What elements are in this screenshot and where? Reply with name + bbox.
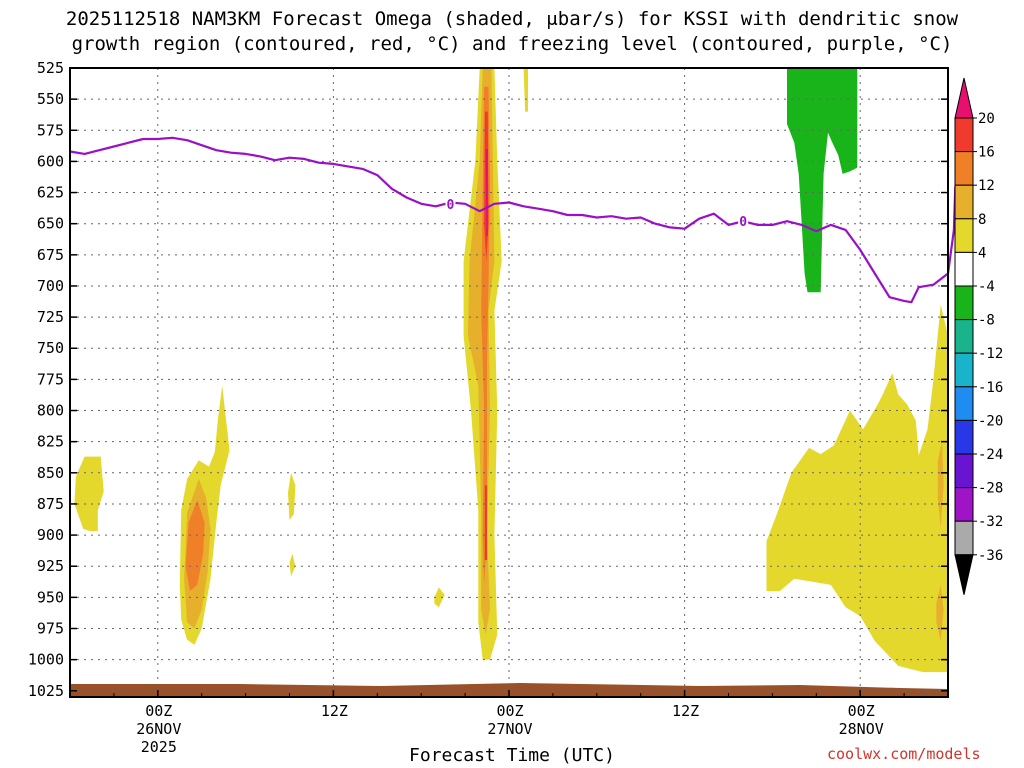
colorbar-label: -12 (978, 346, 1003, 362)
x-tick-date: 28NOV (839, 720, 884, 738)
colorbar-label: 16 (978, 145, 995, 161)
x-tick-label: 00Z (496, 702, 523, 720)
omega-region-16 (937, 441, 944, 529)
x-tick-label: 00Z (145, 702, 172, 720)
colorbar-label: 4 (978, 245, 986, 261)
colorbar-label: -32 (978, 514, 1003, 530)
y-tick-label: 925 (37, 557, 64, 575)
chart-title-line-2: growth region (contoured, red, °C) and f… (71, 33, 953, 55)
contour-label-bg (445, 195, 456, 210)
y-tick-label: 900 (37, 526, 64, 544)
y-tick-label: 600 (37, 152, 64, 170)
y-tick-label: 625 (37, 184, 64, 202)
x-tick-label: 12Z (321, 702, 348, 720)
y-tick-label: 650 (37, 215, 64, 233)
omega-region-11 (485, 149, 488, 237)
x-tick-label: 12Z (672, 702, 699, 720)
colorbar-segment (954, 319, 974, 354)
colorbar-bottom-arrow (954, 554, 974, 595)
x-tick-label: 00Z (848, 702, 875, 720)
y-tick-label: 1025 (28, 682, 64, 700)
omega-region-15 (766, 304, 948, 673)
colorbar-label: -36 (978, 548, 1003, 564)
y-tick-label: 725 (37, 308, 64, 326)
colorbar-label: 20 (978, 111, 995, 127)
y-tick-label: 575 (37, 121, 64, 139)
colorbar-label: 8 (978, 212, 986, 228)
colorbar-label: -8 (978, 313, 995, 329)
y-tick-label: 1000 (28, 651, 64, 669)
x-axis-label: Forecast Time (UTC) (409, 745, 615, 766)
y-tick-label: 550 (37, 90, 64, 108)
y-tick-label: 825 (37, 433, 64, 451)
colorbar-segment (954, 184, 974, 220)
y-tick-label: 950 (37, 588, 64, 606)
y-tick-label: 800 (37, 402, 64, 420)
x-tick-date: 26NOV (136, 720, 181, 738)
freezing-level-label: 0 (447, 198, 455, 213)
colorbar-label: -4 (978, 279, 995, 295)
y-tick-label: 975 (37, 619, 64, 637)
colorbar-segment (954, 285, 974, 321)
colorbar-segment (954, 487, 974, 522)
colorbar-label: -28 (978, 481, 1003, 497)
plot-frame (69, 67, 949, 698)
omega-region-4 (288, 472, 296, 521)
y-tick-label: 775 (37, 370, 64, 388)
colorbar-top-arrow (954, 77, 974, 119)
colorbar-segment (954, 151, 974, 186)
y-tick-label: 525 (37, 59, 64, 77)
colorbar-label: -16 (978, 380, 1003, 396)
omega-region-12 (484, 485, 487, 560)
contour-label-bg (738, 213, 749, 228)
colorbar-label: -24 (978, 447, 1003, 463)
colorbar-label: 12 (978, 178, 995, 194)
colorbar-segment (954, 117, 974, 153)
colorbar-segment (954, 419, 974, 455)
y-tick-label: 850 (37, 464, 64, 482)
omega-region-6 (434, 587, 445, 608)
chart-title-line-1: 2025112518 NAM3KM Forecast Omega (shaded… (65, 8, 959, 30)
omega-region-3 (185, 500, 205, 592)
freezing-level-label: 0 (739, 215, 747, 230)
x-tick-year: 2025 (141, 738, 177, 756)
colorbar-segment (954, 453, 974, 489)
y-tick-label: 750 (37, 339, 64, 357)
omega-region-5 (289, 553, 296, 577)
y-tick-label: 675 (37, 246, 64, 264)
colorbar-segment (954, 218, 974, 253)
y-tick-label: 700 (37, 277, 64, 295)
credit-text[interactable]: coolwx.com/models (827, 745, 981, 763)
colorbar-segment (954, 520, 974, 556)
omega-region-17 (936, 584, 944, 641)
colorbar-segment (954, 352, 974, 388)
x-tick-date: 27NOV (487, 720, 532, 738)
omega-region-0 (74, 456, 104, 532)
freezing-level-line (69, 136, 957, 304)
colorbar-label: -20 (978, 413, 1003, 429)
omega-region-14 (787, 68, 858, 293)
y-tick-label: 875 (37, 495, 64, 513)
omega-region-13 (523, 68, 528, 112)
colorbar-segment (954, 251, 974, 287)
colorbar-segment (954, 386, 974, 421)
